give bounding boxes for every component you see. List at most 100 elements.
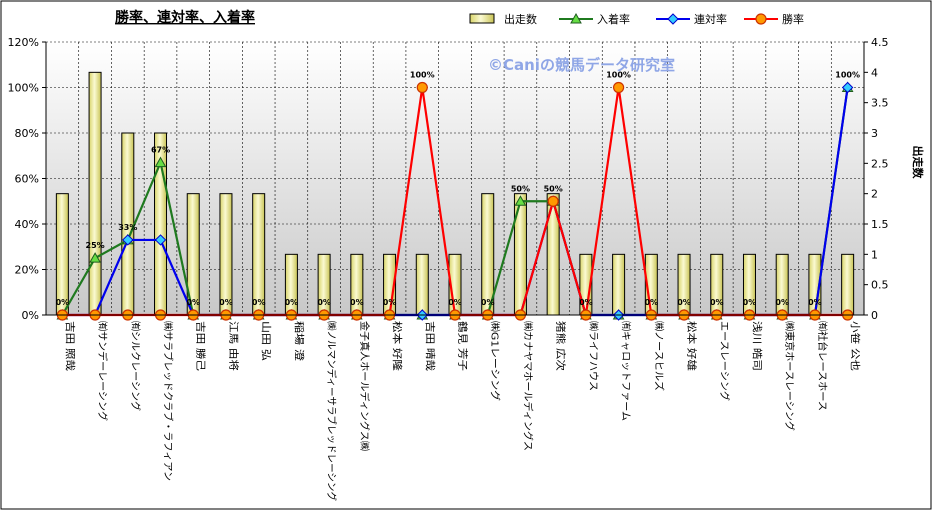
bar-series — [55, 71, 855, 316]
y2-tick-label: 1 — [871, 248, 878, 261]
x-tick-label: 稲場 澄 — [292, 321, 305, 361]
x-tick-label: ㈲キャロットファーム — [620, 321, 632, 421]
marker-triangle — [154, 156, 167, 168]
legend: 出走数 入着率 連対率 勝率 — [469, 12, 804, 26]
data-labels: 0% 25% 33% 67% 0% 0% 0% 0% 0% 0% 0% 100% 0% 0% 50% 50% 0… — [56, 71, 860, 308]
x-tick-label: ㈲シルクレーシング — [129, 321, 142, 411]
data-label: 0% — [219, 298, 233, 307]
y-tick-label: 100% — [8, 82, 39, 95]
data-label: 25% — [86, 241, 105, 250]
y2-tick-label: 4.5 — [871, 36, 889, 49]
x-tick-label: 鶴見 芳子 — [456, 321, 469, 371]
data-label: 67% — [151, 146, 170, 155]
marker-circle — [755, 13, 767, 25]
y2-tick-label: 2.5 — [871, 157, 889, 170]
y2-tick-label: 2 — [871, 188, 878, 201]
y2-tick-label: 0 — [871, 309, 878, 322]
x-tick-label: ㈱ライフハウス — [587, 321, 599, 391]
marker-diamond — [122, 234, 134, 246]
y2-tick-label: 4 — [871, 66, 878, 79]
x-tick-label: 山田 弘 — [260, 321, 272, 361]
bar — [415, 253, 429, 316]
x-tick-label: 松本 好雄 — [685, 321, 698, 371]
x-tick-label: 浅川 皓司 — [750, 321, 763, 371]
marker-triangle — [89, 252, 101, 263]
data-label: 50% — [511, 184, 530, 193]
chart-title: 勝率、連対率、入着率 — [115, 9, 255, 26]
data-label: 0% — [775, 298, 789, 307]
marker-triangle — [514, 195, 527, 206]
y2-tick-label: 0.5 — [871, 279, 889, 292]
bar — [252, 193, 266, 316]
bar — [55, 193, 69, 316]
x-tick-label: ㈱ノースヒルズ — [652, 321, 665, 391]
y-tick-label: 40% — [15, 218, 39, 231]
legend-label: 連対率 — [694, 12, 727, 26]
data-label: 100% — [410, 71, 435, 80]
y-tick-label: 120% — [8, 36, 39, 49]
bar — [546, 193, 560, 316]
data-label: 0% — [808, 298, 822, 307]
legend-label: 出走数 — [504, 12, 537, 26]
data-label: 0% — [481, 298, 495, 307]
watermark: ©Caniの競馬データ研究室 — [488, 56, 675, 74]
legend-swatch-bar — [469, 13, 495, 24]
marker-diamond — [667, 13, 679, 25]
x-tick-label: ㈲社台レースホース — [816, 321, 829, 411]
bar — [841, 253, 855, 316]
x-tick-label: 金子真人ホールディングス㈱ — [358, 321, 371, 451]
data-label: 0% — [252, 298, 266, 307]
data-label: 0% — [56, 298, 70, 307]
data-label: 0% — [448, 298, 462, 307]
x-tick-label: ㈱ノルマンディーサラブレッドレーシング — [325, 321, 338, 501]
y2-tick-label: 3 — [871, 127, 878, 140]
x-tick-label: ㈲サンデーレーシング — [96, 321, 109, 421]
data-label: 0% — [710, 298, 724, 307]
y2-tick-label: 3.5 — [871, 97, 889, 110]
x-tick-label: 猪熊 広次 — [554, 321, 567, 371]
x-tick-label: ㈱東京ホースレーシング — [783, 321, 796, 431]
bar — [612, 253, 626, 316]
axes: 0% 20% 40% 60% 80% 100% 120% 0 0.5 1 1.5 2 2.5 3 3.5 4 4… — [8, 36, 889, 501]
legend-label: 勝率 — [782, 12, 804, 26]
x-tick-label: 吉田 勝己 — [194, 321, 207, 371]
x-tick-label: 吉田 晴哉 — [423, 321, 436, 371]
y-tick-label: 60% — [15, 173, 39, 186]
x-tick-label: ㈱G1レーシング — [489, 321, 502, 401]
bar — [219, 193, 233, 316]
data-label: 0% — [285, 298, 299, 307]
data-label: 0% — [317, 298, 331, 307]
marker-triangle — [570, 12, 582, 24]
x-tick-label: 小笹 公也 — [849, 321, 862, 371]
bar — [88, 71, 102, 316]
data-label: 0% — [186, 298, 200, 307]
marker-circle — [612, 81, 625, 94]
x-tick-label: 吉田 照哉 — [63, 321, 75, 371]
y-tick-label: 0% — [22, 309, 39, 322]
data-label: 0% — [350, 298, 364, 307]
data-label: 0% — [677, 298, 691, 307]
gridlines — [46, 41, 864, 315]
marker-diamond — [154, 234, 167, 246]
data-label: 33% — [118, 223, 137, 232]
y-tick-label: 20% — [15, 264, 39, 277]
y2-tick-label: 1.5 — [871, 218, 889, 231]
y-tick-label: 80% — [15, 127, 39, 140]
y2-axis-title: 出走数 — [911, 146, 925, 180]
x-tick-label: ㈱カナヤマホールディングス — [521, 321, 534, 451]
data-label: 0% — [645, 298, 659, 307]
x-tick-label: 江馬 由将 — [227, 321, 240, 371]
data-label: 0% — [743, 298, 757, 307]
data-label: 0% — [579, 298, 593, 307]
marker-circle — [416, 81, 428, 94]
marker-circle — [547, 195, 559, 207]
data-label: 0% — [383, 298, 397, 307]
data-label: 100% — [835, 71, 860, 80]
data-label: 50% — [544, 184, 563, 193]
data-label: 100% — [606, 71, 631, 80]
legend-label: 入着率 — [597, 12, 630, 26]
x-tick-label: ㈱サラブレッドクラブ・ラフィアン — [162, 321, 175, 481]
x-tick-label: 松本 好隆 — [391, 321, 404, 371]
